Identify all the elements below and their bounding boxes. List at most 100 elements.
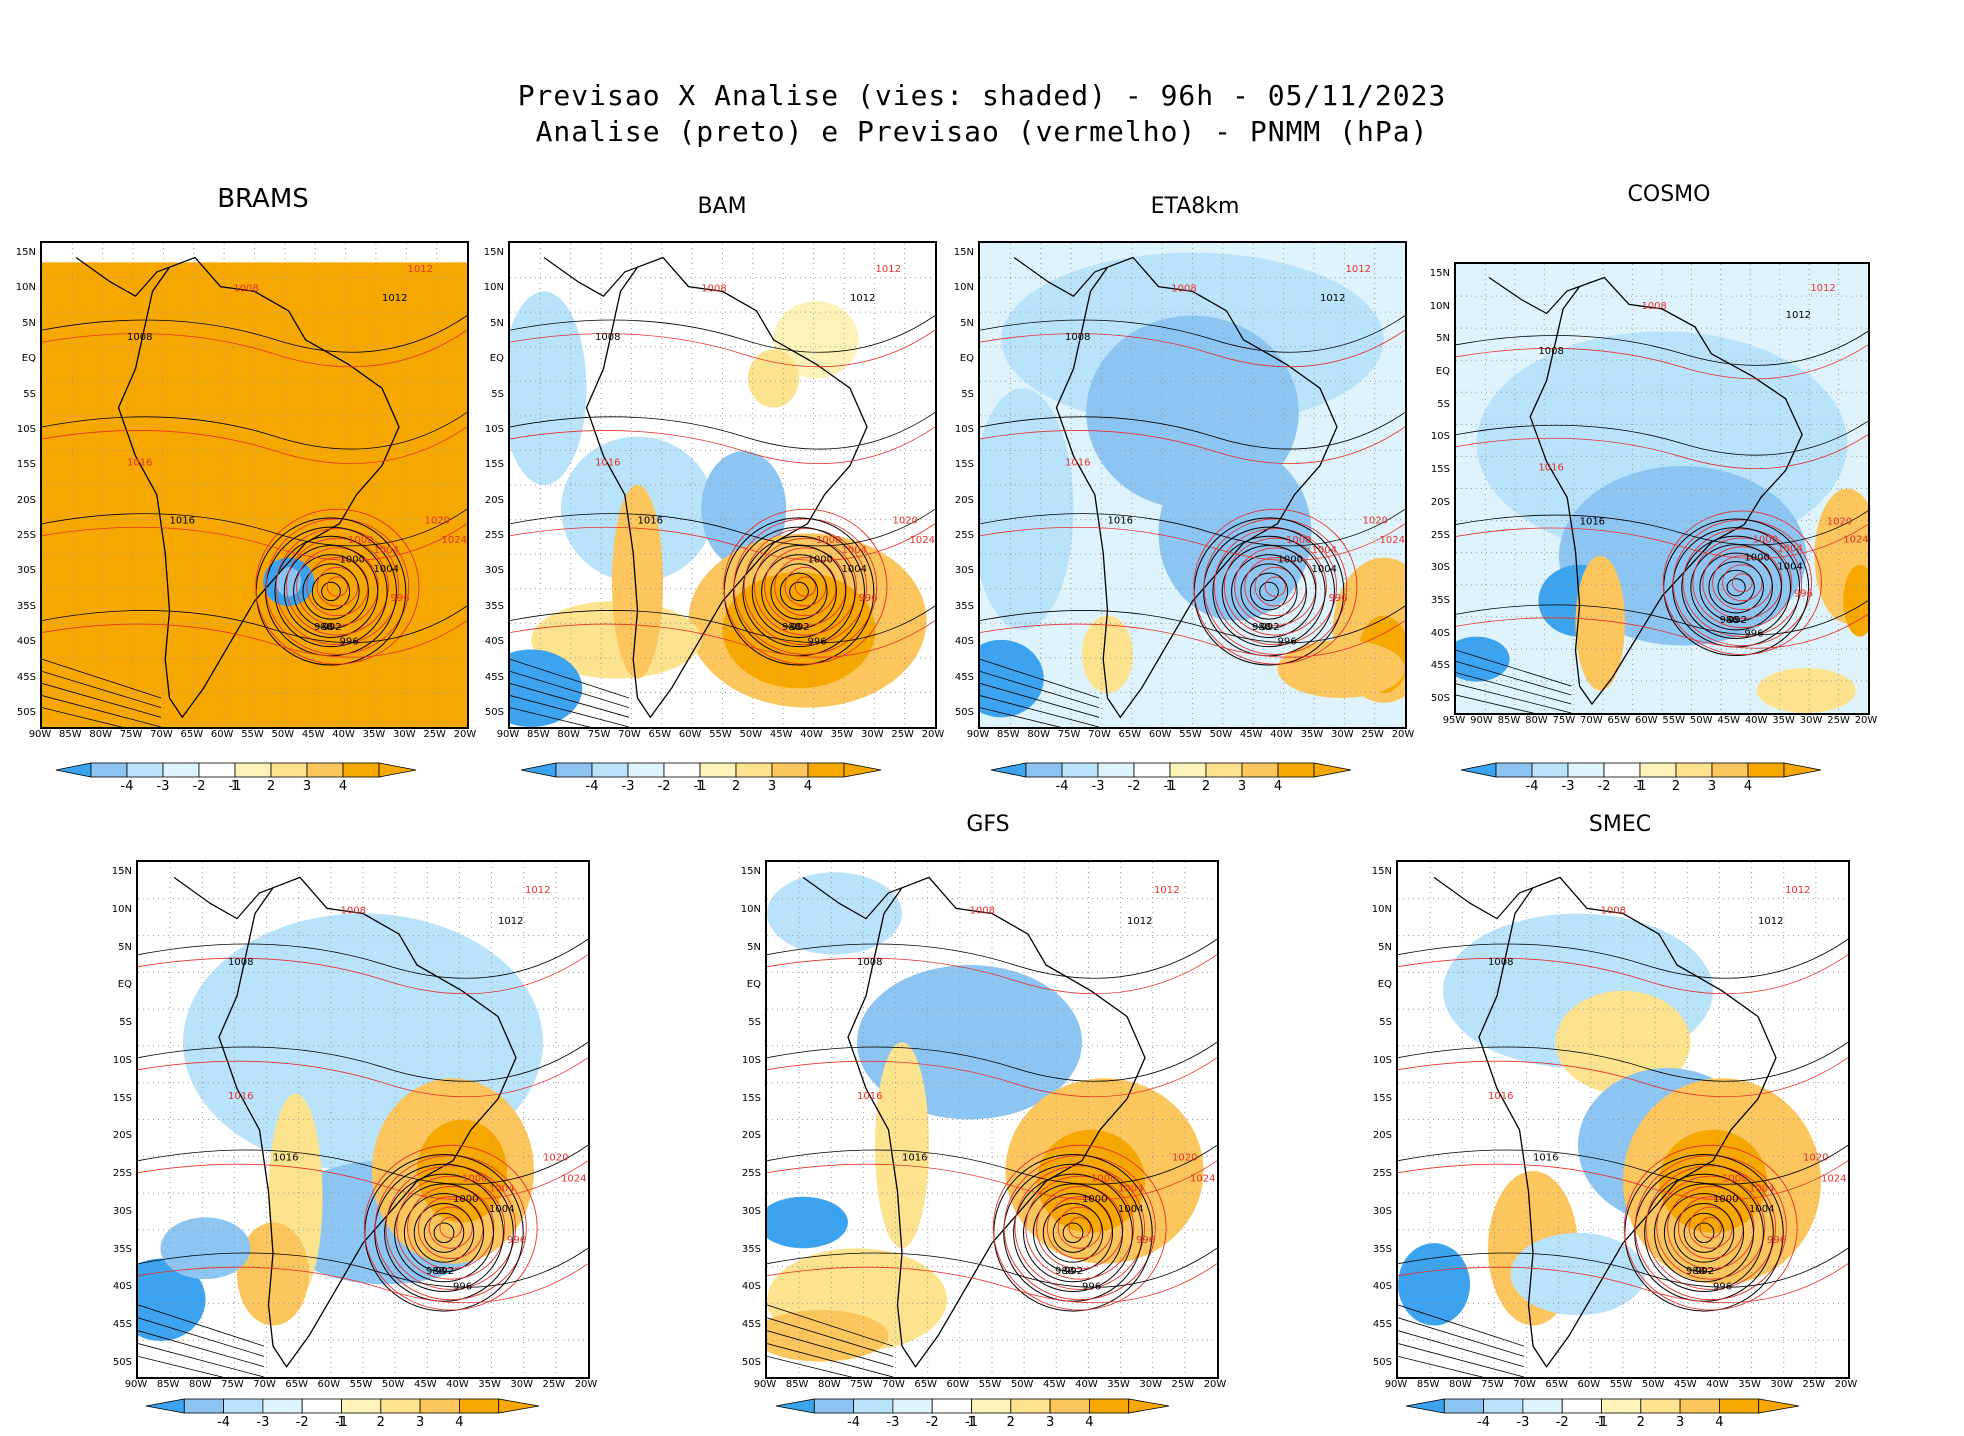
analysis-isobar bbox=[1398, 1247, 1848, 1288]
colorbar-bin-pos3 bbox=[419, 1398, 460, 1414]
colorbar-bin-neg1 bbox=[627, 762, 665, 778]
longitude-tick-label: 35W bbox=[1738, 1379, 1761, 1390]
colorbar-bin-pos2 bbox=[735, 762, 773, 778]
smec-bias-field: 1008101210161000100499298899610081012101… bbox=[1398, 862, 1848, 1377]
colorbar-2 bbox=[990, 762, 1352, 782]
longitude-tick-label: 25W bbox=[1361, 729, 1384, 740]
forecast-isobar bbox=[767, 1057, 1217, 1098]
colorbar-label: -1 bbox=[965, 1415, 978, 1430]
latitude-tick-label: EQ bbox=[1377, 979, 1392, 991]
forecast-contour-label: 1020 bbox=[543, 1153, 568, 1164]
forecast-contour-label: 1012 bbox=[1346, 264, 1371, 275]
analysis-isobar bbox=[980, 605, 1405, 643]
latitude-tick-label: 15S bbox=[112, 1092, 132, 1104]
colorbar-label: -2 bbox=[657, 779, 671, 794]
longitude-tick-label: 70W bbox=[150, 729, 173, 740]
forecast-contour-label: 1012 bbox=[408, 264, 433, 275]
latitude-tick-label: 40S bbox=[954, 636, 974, 648]
forecast-isobar bbox=[992, 1144, 1167, 1311]
latitude-tick-label: EQ bbox=[1435, 366, 1450, 378]
analysis-isobar bbox=[733, 526, 865, 657]
analysis-isobar bbox=[1681, 535, 1792, 639]
longitude-tick-label: 50W bbox=[1209, 729, 1233, 740]
colorbar-bin-pos3 bbox=[1049, 1398, 1090, 1414]
bias-patch-8 bbox=[510, 649, 583, 727]
forecast-contour-label: 1008 bbox=[341, 906, 366, 917]
forecast-isobar bbox=[265, 518, 410, 655]
latitude-tick-label: 30S bbox=[1430, 562, 1450, 574]
forecast-isobar bbox=[42, 329, 467, 368]
latitude-tick-label: 35S bbox=[1372, 1243, 1392, 1255]
analysis-contour-label: 996 bbox=[453, 1281, 472, 1292]
analysis-isobar bbox=[138, 1041, 588, 1082]
colorbar-bin-pos1 bbox=[341, 1398, 382, 1414]
latitude-tick-label: 5S bbox=[1379, 1017, 1392, 1029]
forecast-contour-label: 1008 bbox=[1171, 283, 1196, 294]
latitude-tick-label: 20S bbox=[16, 494, 36, 506]
colorbar-label: 3 bbox=[415, 1415, 425, 1430]
latitude-tick-label: 5N bbox=[960, 317, 974, 329]
analysis-isobar bbox=[138, 1247, 588, 1288]
longitude-tick-label: 50W bbox=[1010, 1379, 1034, 1390]
forecast-isobar bbox=[743, 528, 868, 646]
analysis-isobar bbox=[1456, 694, 1535, 713]
forecast-contour-label: 1000 bbox=[1753, 534, 1778, 545]
longitude-tick-label: 80W bbox=[1525, 715, 1548, 726]
analysis-contour-label: 996 bbox=[1713, 1281, 1732, 1292]
forecast-contour-label: 996 bbox=[507, 1235, 526, 1246]
longitude-tick-label: 90W bbox=[28, 729, 52, 740]
longitude-tick-label: 55W bbox=[1179, 729, 1202, 740]
longitude-tick-label: 70W bbox=[253, 1379, 276, 1390]
longitude-tick-label: 50W bbox=[1641, 1379, 1665, 1390]
analysis-contour-label: 996 bbox=[1744, 629, 1763, 640]
forecast-isobar bbox=[1667, 1185, 1755, 1270]
analysis-isobar bbox=[311, 572, 351, 611]
analysis-isobar bbox=[510, 683, 630, 718]
latitude-tick-label: 15N bbox=[953, 247, 974, 258]
colorbar-bin-zero bbox=[931, 1398, 972, 1414]
latitude-tick-label: 50S bbox=[112, 1357, 132, 1368]
bias-background bbox=[42, 243, 467, 727]
colorbar-bin-pos2 bbox=[1675, 762, 1713, 778]
latitude-tick-label: 5S bbox=[491, 388, 504, 400]
latitude-tick-label: 25S bbox=[954, 530, 974, 542]
analysis-isobar bbox=[1634, 1163, 1774, 1302]
longitude-tick-label: 20W bbox=[574, 1379, 598, 1390]
forecast-isobar bbox=[1254, 566, 1297, 607]
latitude-tick-label: 15S bbox=[484, 459, 504, 471]
colorbar-arrow-low bbox=[1405, 1398, 1445, 1414]
latitude-tick-label: 10S bbox=[1372, 1054, 1392, 1066]
colorbar-bin-neg3 bbox=[555, 762, 593, 778]
forecast-contour-label: 1000 bbox=[816, 535, 841, 546]
colorbar-arrow-high bbox=[843, 762, 882, 778]
colorbar-bin-pos2 bbox=[270, 762, 308, 778]
analysis-contour-label: 988 bbox=[426, 1266, 445, 1277]
longitude-tick-label: 20W bbox=[1834, 1379, 1858, 1390]
forecast-contour-label: 1020 bbox=[1803, 1153, 1828, 1164]
analysis-isobar bbox=[767, 1144, 1217, 1185]
longitude-tick-label: 50W bbox=[739, 729, 763, 740]
latitude-tick-label: 15N bbox=[1429, 268, 1450, 279]
south-america-coastline bbox=[1055, 256, 1338, 719]
colorbar-bin-neg1 bbox=[1567, 762, 1605, 778]
colorbar-bin-neg3 bbox=[90, 762, 128, 778]
analysis-contour-label: 1012 bbox=[1320, 293, 1345, 304]
longitude-tick-label: 40W bbox=[332, 729, 355, 740]
colorbar-bin-pos4 bbox=[1747, 762, 1785, 778]
forecast-isobar bbox=[1203, 518, 1348, 655]
forecast-contour-label: 1020 bbox=[1827, 516, 1852, 527]
forecast-contour-label: 996 bbox=[1136, 1235, 1155, 1246]
analysis-isobar bbox=[510, 695, 630, 727]
forecast-isobar bbox=[385, 1165, 517, 1290]
colorbar-bin-pos1 bbox=[1169, 762, 1207, 778]
gfs-panel-title: GFS bbox=[966, 812, 1010, 837]
colorbar-label: 4 bbox=[455, 1415, 464, 1430]
forecast-contour-label: 1004 bbox=[1312, 545, 1337, 556]
latitude-tick-label: 15N bbox=[740, 866, 761, 877]
colorbar-arrow-low bbox=[1460, 762, 1497, 778]
analysis-isobar bbox=[42, 670, 162, 709]
analysis-isobar bbox=[767, 1247, 1217, 1288]
analysis-contour-label: 1012 bbox=[850, 293, 875, 304]
colorbar-label: 4 bbox=[1085, 1415, 1094, 1430]
colorbar-label: 4 bbox=[803, 779, 813, 794]
